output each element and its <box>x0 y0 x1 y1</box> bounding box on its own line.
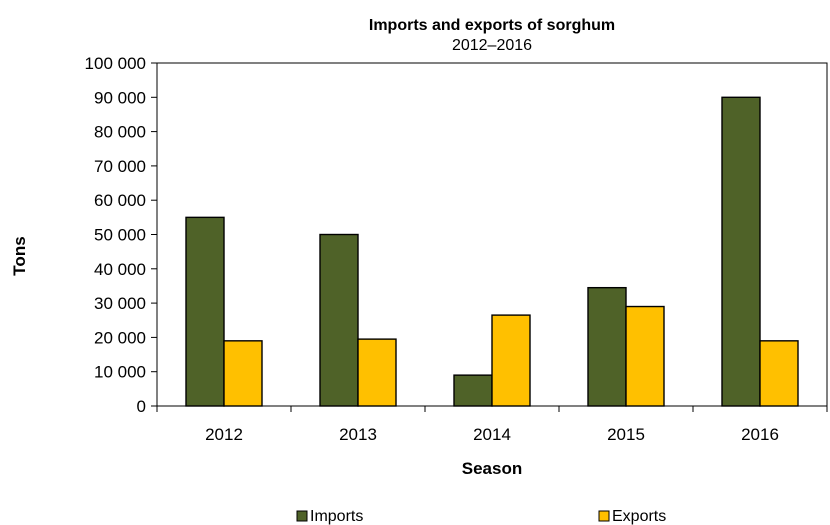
x-tick-label: 2015 <box>607 425 645 444</box>
x-axis-label: Season <box>462 459 522 478</box>
x-tick-label: 2012 <box>205 425 243 444</box>
y-tick-label: 20 000 <box>94 328 146 347</box>
y-tick-label: 100 000 <box>85 54 146 73</box>
plot-area: 0 10 000 20 000 30 000 40 000 50 000 60 000 70 … <box>85 54 828 444</box>
y-tick-label: 60 000 <box>94 191 146 210</box>
y-tick-label: 80 000 <box>94 123 146 142</box>
bar-imports-2012 <box>185 216 225 407</box>
bar-imports-2015 <box>587 286 627 407</box>
legend-swatch-exports <box>598 510 610 522</box>
bar-imports-2013 <box>319 233 359 407</box>
bar-exports-2012 <box>223 340 263 407</box>
bar-exports-2013 <box>357 338 397 407</box>
y-tick-label: 0 <box>137 397 146 416</box>
chart-subtitle: 2012–2016 <box>452 37 532 54</box>
y-tick-label: 10 000 <box>94 363 146 382</box>
bar-exports-2014 <box>491 314 531 407</box>
legend: Imports Exports <box>296 508 666 525</box>
bar-exports-2016 <box>759 340 799 407</box>
x-tick-label: 2014 <box>473 425 511 444</box>
bar-imports-2016 <box>721 96 761 407</box>
y-tick-label: 40 000 <box>94 260 146 279</box>
x-tick-label: 2016 <box>741 425 779 444</box>
legend-label-imports: Imports <box>310 508 363 525</box>
legend-swatch-imports <box>296 510 308 522</box>
y-axis-label: Tons <box>10 236 29 275</box>
y-tick-label: 50 000 <box>94 226 146 245</box>
chart-title: Imports and exports of sorghum <box>369 17 615 34</box>
bar-exports-2015 <box>625 305 665 407</box>
y-tick-label: 30 000 <box>94 294 146 313</box>
x-tick-label: 2013 <box>339 425 377 444</box>
y-tick-label: 90 000 <box>94 88 146 107</box>
y-tick-label: 70 000 <box>94 157 146 176</box>
legend-label-exports: Exports <box>612 508 666 525</box>
bar-imports-2014 <box>453 374 493 407</box>
